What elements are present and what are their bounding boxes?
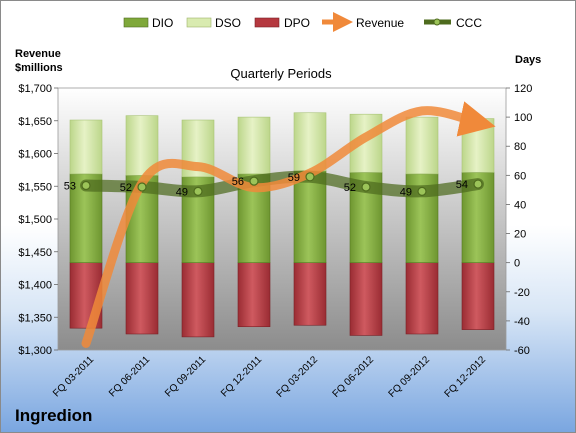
ccc-point [193,186,203,196]
ccc-data-label: 52 [120,182,132,194]
left-axis-tick-label: $1,550 [18,181,52,193]
x-axis-tick-label: FQ 12-2012 [443,354,489,400]
x-axis-tick-label: FQ 03-2011 [51,354,96,399]
bar-dpo [293,262,327,326]
legend-swatch-dio [123,17,149,28]
left-axis-tick-label: $1,700 [18,83,52,95]
left-axis-tick-label: $1,400 [18,280,52,292]
right-axis-tick-label: -20 [514,287,530,299]
left-axis-tick-label: $1,300 [18,345,52,357]
left-axis-tick-label: $1,350 [18,312,52,324]
bar-dpo [461,262,495,330]
left-axis-tick-label: $1,650 [18,116,52,128]
left-axis-title-line1: Revenue [15,48,61,60]
bar-dpo [349,262,383,336]
ccc-data-label: 53 [64,181,76,193]
legend-swatch-dpo [254,17,280,28]
line-layer: 53 52 49 56 59 52 49 54 [64,101,496,348]
bar-dso [69,119,103,175]
ccc-data-label: 52 [344,182,356,194]
ccc-line [80,170,484,198]
ccc-point [361,182,371,192]
right-axis-tick-label: 40 [514,199,526,211]
x-axis-tick-label: FQ 03-2012 [275,354,321,400]
company-name: Ingredion [15,406,93,425]
revenue-line [81,101,496,348]
legend-label-dpo: DPO [284,16,310,30]
ccc-point [417,186,427,196]
right-axis-tick-label: 100 [514,112,532,124]
left-axis-tick-label: $1,500 [18,214,52,226]
legend-label-revenue: Revenue [356,16,404,30]
ccc-data-label: 49 [176,186,188,198]
bar-dpo [125,262,159,335]
bar-dpo [405,262,439,335]
right-axis-tick-label: 20 [514,229,526,241]
left-axis-title-line2: $millions [15,62,63,74]
ccc-data-label: 49 [400,186,412,198]
legend: DIO DSO DPO Revenue CCC [123,12,482,32]
x-axis-tick-label: FQ 12-2011 [219,354,264,399]
bar-dso [237,116,271,175]
ccc-data-label: 59 [288,172,300,184]
right-axis-title: Days [515,54,541,66]
x-axis-tick-label: FQ 09-2012 [387,354,433,400]
right-axis-tick-label: 0 [514,258,520,270]
right-axis-tick-label: 120 [514,83,532,95]
chart-subtitle: Quarterly Periods [230,66,332,81]
ccc-data-label: 54 [456,179,468,191]
ccc-data-label: 56 [232,176,244,188]
ccc-point [305,172,315,182]
ccc-point [473,179,483,189]
left-axis-tick-label: $1,600 [18,149,52,161]
ccc-point [137,182,147,192]
ccc-point [249,176,259,186]
bar-dpo [181,262,215,338]
legend-swatch-dso [186,17,212,28]
x-axis-tick-label: FQ 06-2012 [331,354,377,400]
x-axis-tick-label: FQ 09-2011 [163,354,208,399]
bar-dio [293,170,327,263]
right-axis-tick-label: -60 [514,345,530,357]
bar-dpo [237,262,271,328]
right-axis-tick-label: -40 [514,316,530,328]
legend-label-dio: DIO [152,16,173,30]
bar-dso [405,116,439,175]
ccc-point [81,180,91,191]
legend-label-ccc: CCC [456,16,482,30]
right-axis-tick-label: 80 [514,141,526,153]
x-axis-tick-label: FQ 06-2011 [107,354,152,399]
right-axis-tick-label: 60 [514,170,526,182]
legend-swatch-ccc-marker [433,18,441,26]
legend-label-dso: DSO [215,16,241,30]
left-axis-tick-label: $1,450 [18,247,52,259]
bar-dso [293,112,327,172]
